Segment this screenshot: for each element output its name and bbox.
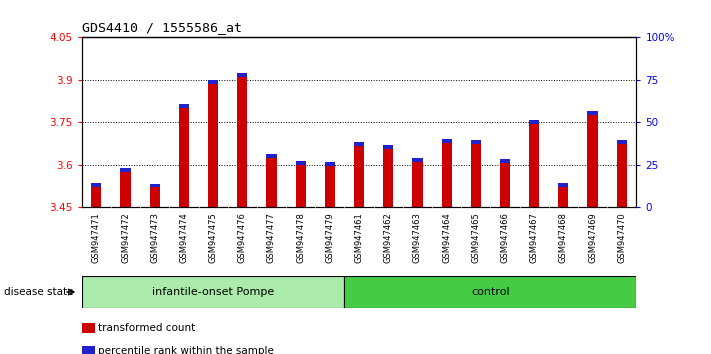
Bar [442, 139, 451, 143]
Text: GDS4410 / 1555586_at: GDS4410 / 1555586_at [82, 21, 242, 34]
Bar [500, 159, 510, 163]
Text: GSM947474: GSM947474 [179, 213, 188, 263]
Bar [208, 84, 218, 207]
Bar [616, 140, 627, 144]
Text: GSM947469: GSM947469 [588, 213, 597, 263]
Bar [471, 144, 481, 207]
Text: GSM947471: GSM947471 [92, 213, 101, 263]
Text: GSM947463: GSM947463 [413, 213, 422, 263]
Bar [616, 144, 627, 207]
Text: GSM947468: GSM947468 [559, 213, 568, 263]
Bar [91, 187, 102, 207]
Bar [354, 146, 364, 207]
Bar [412, 162, 422, 207]
Text: disease state: disease state [4, 287, 73, 297]
Bar [325, 162, 335, 166]
Bar [179, 108, 189, 207]
Bar [296, 165, 306, 207]
Bar [149, 187, 160, 207]
Bar [149, 184, 160, 187]
Bar [442, 143, 451, 207]
Bar [354, 142, 364, 146]
Bar [91, 183, 102, 187]
Bar [587, 111, 598, 115]
Bar [267, 158, 277, 207]
Bar [120, 172, 131, 207]
Bar [558, 183, 569, 187]
Bar [587, 115, 598, 207]
Bar [267, 154, 277, 158]
Text: transformed count: transformed count [98, 323, 196, 333]
Bar [208, 80, 218, 84]
Text: GSM947478: GSM947478 [296, 213, 305, 263]
Text: GSM947465: GSM947465 [471, 213, 481, 263]
Bar [344, 276, 636, 308]
Bar [412, 158, 422, 162]
Text: infantile-onset Pompe: infantile-onset Pompe [152, 287, 274, 297]
Text: GSM947467: GSM947467 [530, 213, 539, 263]
Text: percentile rank within the sample: percentile rank within the sample [98, 346, 274, 354]
Bar [383, 149, 393, 207]
Text: GSM947476: GSM947476 [237, 213, 247, 263]
Text: GSM947470: GSM947470 [617, 213, 626, 263]
Text: GSM947475: GSM947475 [208, 213, 218, 263]
Text: control: control [471, 287, 510, 297]
Bar [529, 120, 540, 124]
Text: GSM947466: GSM947466 [501, 213, 510, 263]
Bar [529, 124, 540, 207]
Bar [296, 161, 306, 165]
Text: GSM947477: GSM947477 [267, 213, 276, 263]
Text: GSM947461: GSM947461 [355, 213, 363, 263]
Bar [383, 145, 393, 149]
Text: GSM947479: GSM947479 [326, 213, 334, 263]
Bar [500, 163, 510, 207]
Text: GSM947473: GSM947473 [150, 213, 159, 263]
Bar [237, 73, 247, 78]
Bar [237, 78, 247, 207]
Bar [120, 168, 131, 172]
Bar [179, 104, 189, 108]
Bar [558, 187, 569, 207]
Bar [82, 276, 344, 308]
Text: GSM947464: GSM947464 [442, 213, 451, 263]
Bar [325, 166, 335, 207]
Text: GSM947472: GSM947472 [121, 213, 130, 263]
Text: GSM947462: GSM947462 [384, 213, 392, 263]
Bar [471, 140, 481, 144]
